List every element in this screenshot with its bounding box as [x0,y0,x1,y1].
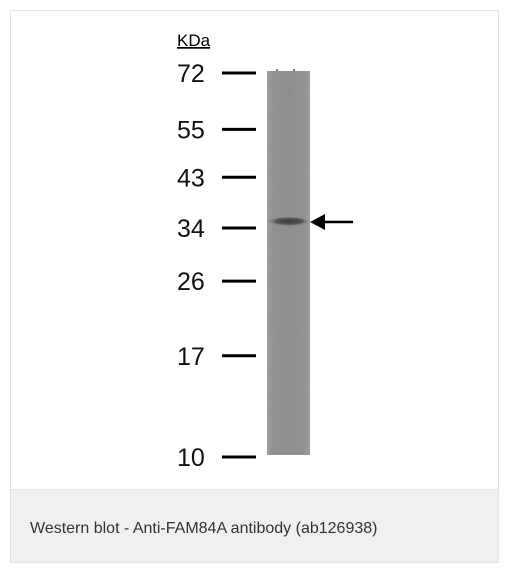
marker-label-10: 10 [177,444,205,472]
caption-bar: Western blot - Anti-FAM84A antibody (ab1… [11,489,498,562]
marker-label-72: 72 [177,60,205,88]
marker-label-43: 43 [177,164,205,192]
lane-speck [293,69,295,71]
image-card: KDa 72 55 43 34 26 17 10 Western blot - Anti-F… [10,10,499,563]
figure-caption: Western blot - Anti-FAM84A antibody (ab1… [30,520,378,537]
marker-label-34: 34 [177,215,205,243]
gel-lane [267,71,310,455]
protein-band [267,216,311,227]
band-arrow-icon [310,214,353,230]
western-blot-figure: KDa 72 55 43 34 26 17 10 [11,11,498,489]
marker-label-55: 55 [177,116,205,144]
marker-label-17: 17 [177,343,205,371]
lane-speck [276,69,278,71]
marker-label-26: 26 [177,268,205,296]
western-blot-image: KDa 72 55 43 34 26 17 10 [169,23,369,483]
unit-label: KDa [177,31,211,50]
marker-ladder: 72 55 43 34 26 17 10 [177,60,256,472]
